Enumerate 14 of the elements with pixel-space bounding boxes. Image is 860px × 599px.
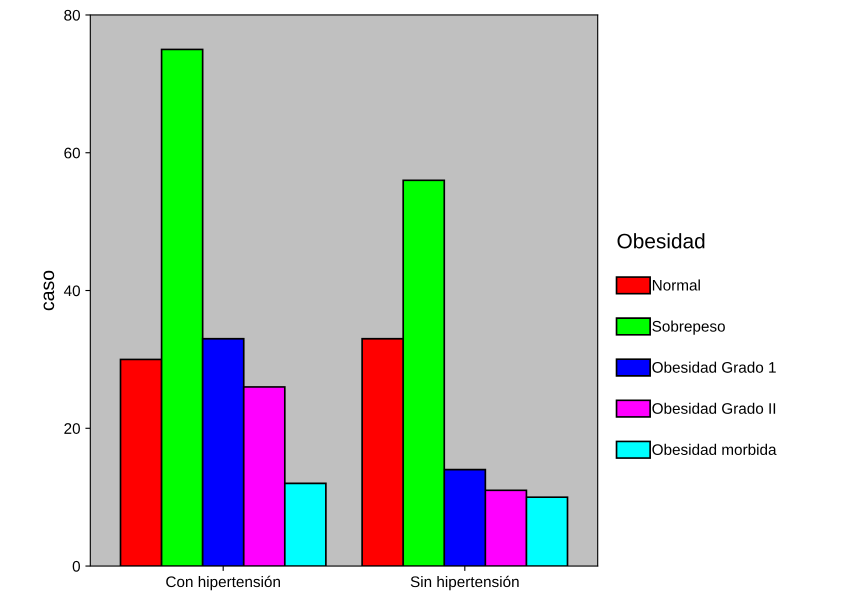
legend-label: Normal: [652, 279, 700, 291]
y-tick-label: 40: [64, 285, 80, 296]
legend-label: Obesidad Grado 1: [652, 362, 776, 373]
x-tick-label: Sin hipertensión: [410, 576, 519, 590]
legend-label: Obesidad morbida: [652, 444, 777, 456]
legend-title: Obesidad: [618, 233, 704, 248]
legend-label: Obesidad Grado II: [652, 402, 776, 414]
y-tick-label: 20: [64, 423, 80, 434]
y-tick-label: 60: [64, 148, 80, 158]
legend-label: Sobrepeso: [652, 320, 725, 335]
x-tick-label: Con hipertensión: [166, 576, 280, 590]
y-tick-label: 0: [72, 560, 80, 572]
y-axis-title: caso: [44, 270, 54, 310]
y-tick-label: 80: [64, 10, 80, 21]
